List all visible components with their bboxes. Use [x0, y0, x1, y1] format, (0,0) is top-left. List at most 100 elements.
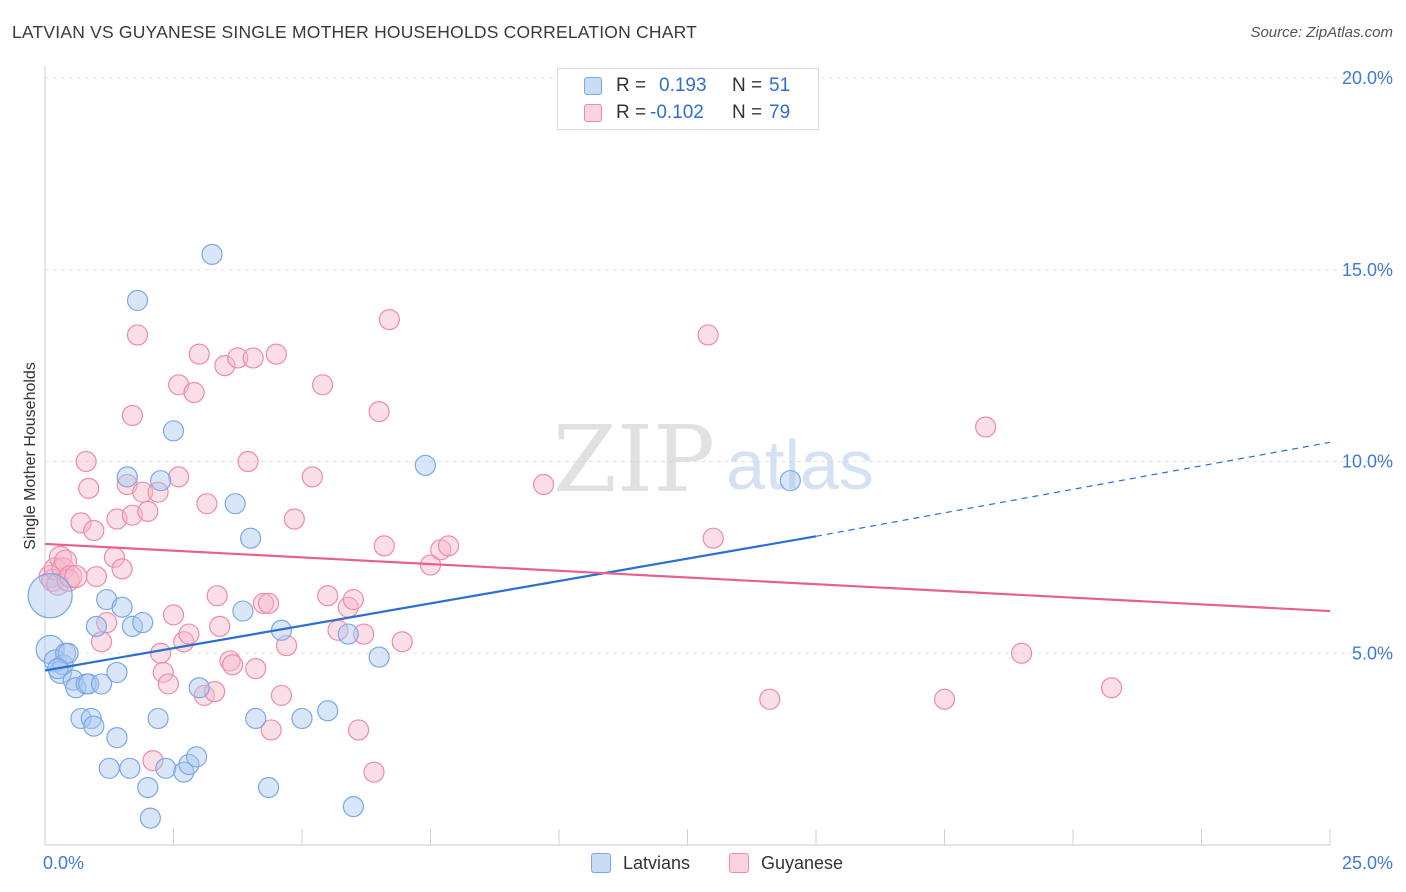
point-guyanese: [242, 347, 264, 369]
point-guyanese: [75, 450, 97, 473]
y-tick-label: 20.0%: [1342, 68, 1393, 88]
point-guyanese: [137, 500, 159, 522]
point-guyanese: [157, 673, 179, 695]
legend-n-label: N =: [732, 75, 763, 96]
point-guyanese: [219, 650, 241, 672]
trend-line-guyanese: [44, 542, 1331, 613]
point-guyanese: [206, 585, 228, 607]
point-guyanese: [183, 381, 205, 404]
point-guyanese: [317, 585, 339, 607]
point-guyanese: [83, 519, 105, 542]
point-guyanese: [142, 750, 164, 772]
point-latvians: [245, 707, 267, 730]
point-guyanese: [245, 657, 267, 680]
point-latvians: [291, 707, 313, 730]
point-guyanese: [196, 493, 218, 515]
point-guyanese: [391, 631, 413, 653]
point-guyanese: [188, 343, 210, 365]
legend-swatch-latvians: [584, 77, 602, 95]
point-latvians: [106, 661, 128, 684]
point-latvians: [98, 757, 120, 779]
bottom-legend-swatch-latvians: [591, 853, 611, 873]
point-guyanese: [311, 374, 334, 396]
legend-r-label: R =: [616, 75, 647, 96]
point-guyanese: [373, 535, 395, 557]
point-latvians: [257, 776, 280, 799]
point-guyanese: [121, 404, 143, 427]
point-guyanese: [260, 719, 282, 741]
legend-n-value: 51: [769, 75, 791, 96]
point-guyanese: [257, 592, 280, 614]
point-guyanese: [209, 615, 231, 638]
point-latvians: [83, 715, 105, 737]
watermark-atlas: atlas: [726, 426, 874, 504]
point-latvians: [119, 757, 141, 779]
point-guyanese: [933, 688, 956, 710]
point-latvians: [116, 466, 138, 488]
bottom-legend-swatch-guyanese: [729, 853, 749, 873]
chart-title: LATVIAN VS GUYANESE SINGLE MOTHER HOUSEH…: [12, 22, 697, 42]
bottom-legend-label-latvians: Latvians: [623, 853, 691, 873]
point-guyanese: [1010, 642, 1033, 664]
trend-line-latvians-extension: [815, 441, 1331, 537]
point-guyanese: [162, 604, 185, 626]
point-guyanese: [150, 642, 172, 664]
point-latvians: [147, 707, 169, 730]
trend-line-latvians: [44, 535, 817, 672]
point-latvians: [27, 573, 73, 619]
point-guyanese: [265, 343, 287, 365]
point-guyanese: [227, 347, 249, 369]
point-latvians: [337, 623, 359, 645]
point-guyanese: [532, 473, 555, 496]
point-guyanese: [697, 324, 719, 346]
point-latvians: [232, 600, 254, 622]
point-guyanese: [759, 688, 781, 710]
point-latvians: [414, 454, 436, 476]
point-latvians: [57, 642, 79, 664]
point-guyanese: [342, 588, 364, 611]
point-guyanese: [152, 661, 174, 684]
point-latvians: [155, 757, 177, 779]
data-points: [27, 243, 1123, 829]
point-guyanese: [368, 401, 390, 423]
point-guyanese: [168, 374, 190, 396]
point-latvians: [224, 493, 246, 515]
y-tick-label: 5.0%: [1352, 643, 1393, 663]
x-tick-label: 0.0%: [43, 853, 84, 873]
point-latvians: [137, 776, 159, 799]
point-guyanese: [363, 761, 385, 783]
point-latvians: [162, 420, 185, 442]
point-guyanese: [252, 592, 275, 614]
point-guyanese: [1100, 677, 1123, 699]
legend-r-value: -0.102: [650, 102, 704, 123]
legend-swatch-guyanese: [584, 104, 602, 122]
point-guyanese: [270, 684, 293, 707]
point-guyanese: [975, 416, 997, 438]
point-latvians: [150, 470, 172, 492]
legend-n-label: N =: [732, 102, 763, 123]
stats-legend: R = 0.193 N = 51 R = -0.102 N = 79: [557, 68, 819, 130]
legend-r-value: 0.193: [659, 75, 707, 96]
point-guyanese: [353, 623, 375, 645]
point-latvians: [85, 615, 108, 638]
point-latvians: [368, 646, 390, 668]
point-latvians: [126, 289, 149, 312]
point-latvians: [779, 470, 801, 492]
point-guyanese: [283, 508, 305, 530]
source-label: Source: ZipAtlas.com: [1250, 24, 1393, 41]
axes: [44, 66, 1331, 846]
y-tick-label: 15.0%: [1342, 260, 1393, 280]
point-guyanese: [111, 558, 133, 580]
point-guyanese: [214, 355, 236, 377]
point-latvians: [201, 243, 223, 266]
point-latvians: [80, 707, 102, 730]
watermark-zip: ZIP: [553, 406, 715, 513]
point-guyanese: [301, 466, 323, 488]
point-guyanese: [702, 527, 724, 549]
point-guyanese: [126, 324, 149, 346]
point-latvians: [342, 796, 364, 818]
point-latvians: [111, 596, 133, 618]
tick-labels: 5.0% 10.0% 15.0% 20.0% 0.0% 25.0%: [43, 68, 1393, 873]
point-guyanese: [378, 309, 400, 331]
